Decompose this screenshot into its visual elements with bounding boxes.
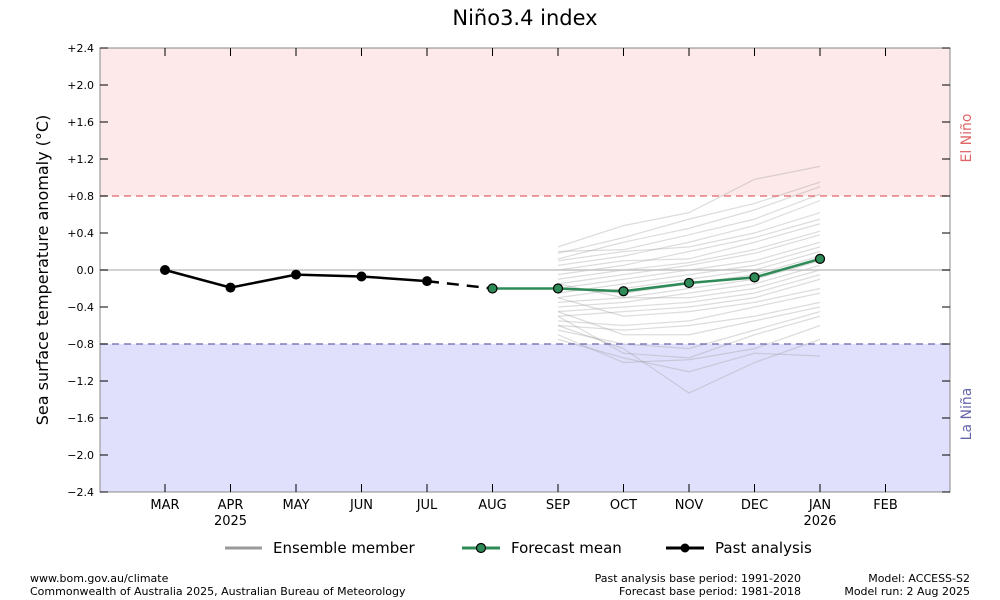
past-analysis-point xyxy=(225,282,236,293)
grid-lines xyxy=(100,195,950,345)
y-axis-label: Sea surface temperature anomaly (°C) xyxy=(33,115,52,426)
x-tick-label: APR xyxy=(218,498,244,513)
y-ticks: +2.4 +2.0 +1.6 +1.2 +0.8 +0.4 0.0 −0.4 −0.8 −1.2 −… xyxy=(67,42,950,499)
y-tick-label: +0.4 xyxy=(67,227,94,240)
y-tick-label: +0.8 xyxy=(67,190,94,203)
footer-past-base: Past analysis base period: 1991-2020 xyxy=(594,572,801,585)
forecast-mean-point xyxy=(749,272,760,283)
x-tick-label: SEP xyxy=(546,498,570,513)
legend-ensemble-label: Ensemble member xyxy=(273,539,416,557)
el-nino-region xyxy=(100,48,950,196)
y-tick-label: −1.6 xyxy=(67,412,94,425)
footer-model-run: Model run: 2 Aug 2025 xyxy=(844,585,970,598)
ensemble-member-line xyxy=(557,324,821,394)
ensemble-member-line xyxy=(557,246,821,294)
past-forecast-connector xyxy=(426,279,493,290)
ensemble-member-line xyxy=(557,212,821,262)
ensemble-member-line xyxy=(557,274,821,313)
ensemble-member-line xyxy=(557,200,821,266)
y-tick-label: −0.8 xyxy=(67,338,94,351)
x-tick-label: AUG xyxy=(478,498,506,513)
ensemble-member-line xyxy=(557,278,821,317)
x-ticks: MAR APR MAY JUN JUL AUG SEP OCT NOV DEC JAN FEB 2025… xyxy=(150,48,898,529)
ensemble-members xyxy=(557,165,821,394)
ensemble-member-line xyxy=(557,306,821,336)
ensemble-member-line xyxy=(557,301,821,331)
past-analysis-point xyxy=(356,271,367,282)
ensemble-member-line xyxy=(557,234,821,285)
y-tick-label: +1.6 xyxy=(67,116,94,129)
legend-forecast-marker xyxy=(475,542,487,554)
la-nina-label: La Niña xyxy=(959,388,975,441)
ensemble-member-line xyxy=(557,218,821,276)
ensemble-member-line xyxy=(557,193,821,253)
x-tick-label: MAY xyxy=(282,498,309,513)
forecast-mean-point xyxy=(618,286,629,297)
chart-title: Niño3.4 index xyxy=(452,6,597,30)
forecast-mean-point xyxy=(552,283,564,294)
plot-background xyxy=(100,48,950,492)
el-nino-label: El Niño xyxy=(959,114,975,163)
legend-past-marker xyxy=(680,543,690,553)
y-tick-label: −2.0 xyxy=(67,449,94,462)
la-nina-region xyxy=(100,344,950,492)
x-tick-label: FEB xyxy=(873,498,898,513)
ensemble-member-line xyxy=(557,269,821,299)
y-tick-label: +1.2 xyxy=(67,153,94,166)
x-year-label: 2025 xyxy=(214,514,247,529)
ensemble-member-line xyxy=(557,165,821,248)
forecast-mean-line xyxy=(492,257,821,293)
footer-left: www.bom.gov.au/climate Commonwealth of A… xyxy=(30,572,405,598)
forecast-mean-point xyxy=(683,277,695,289)
footer-model: Model: ACCESS-S2 xyxy=(868,572,970,585)
y-tick-label: −0.4 xyxy=(67,301,94,314)
ensemble-member-line xyxy=(557,260,821,303)
ensemble-member-line xyxy=(557,324,821,364)
ensemble-member-line xyxy=(557,338,821,373)
ensemble-member-line xyxy=(557,223,821,271)
ensemble-member-line xyxy=(557,264,821,308)
legend-past-label: Past analysis xyxy=(715,539,812,557)
legend-forecast-label: Forecast mean xyxy=(511,539,622,557)
x-tick-label: JUN xyxy=(349,498,373,513)
forecast-mean-point xyxy=(814,253,826,264)
ensemble-member-line xyxy=(557,230,821,280)
footer-copyright: Commonwealth of Australia 2025, Australi… xyxy=(30,585,406,598)
footer-model-info: Model: ACCESS-S2 Model run: 2 Aug 2025 xyxy=(800,572,970,598)
ensemble-member-line xyxy=(557,287,821,317)
past-analysis-series xyxy=(160,265,493,293)
x-tick-label: MAR xyxy=(150,498,179,513)
past-analysis-point xyxy=(291,269,301,280)
x-tick-label: DEC xyxy=(741,498,768,513)
x-tick-label: OCT xyxy=(610,498,637,513)
ensemble-member-line xyxy=(557,292,821,327)
past-analysis-point xyxy=(422,276,432,287)
forecast-mean-series xyxy=(487,253,826,297)
y-tick-label: +2.0 xyxy=(67,79,94,92)
y-tick-label: −2.4 xyxy=(67,486,94,499)
footer-url: www.bom.gov.au/climate xyxy=(30,572,169,585)
legend: Ensemble member Forecast mean Past analysi… xyxy=(225,539,812,557)
x-year-label: 2026 xyxy=(803,514,836,529)
y-tick-label: −1.2 xyxy=(67,375,94,388)
past-analysis-point xyxy=(160,265,170,275)
x-tick-label: JAN xyxy=(808,498,831,513)
y-tick-label: 0.0 xyxy=(77,264,95,277)
footer-forecast-base: Forecast base period: 1981-2018 xyxy=(619,585,801,598)
ensemble-member-line xyxy=(557,186,821,260)
ensemble-member-line xyxy=(557,315,821,359)
y-tick-label: +2.4 xyxy=(67,42,94,55)
x-tick-label: NOV xyxy=(675,498,704,513)
footer-base-periods: Past analysis base period: 1991-2020 For… xyxy=(560,572,801,598)
x-tick-label: JUL xyxy=(416,498,438,513)
forecast-mean-point xyxy=(487,283,498,294)
ensemble-member-line xyxy=(557,311,821,350)
